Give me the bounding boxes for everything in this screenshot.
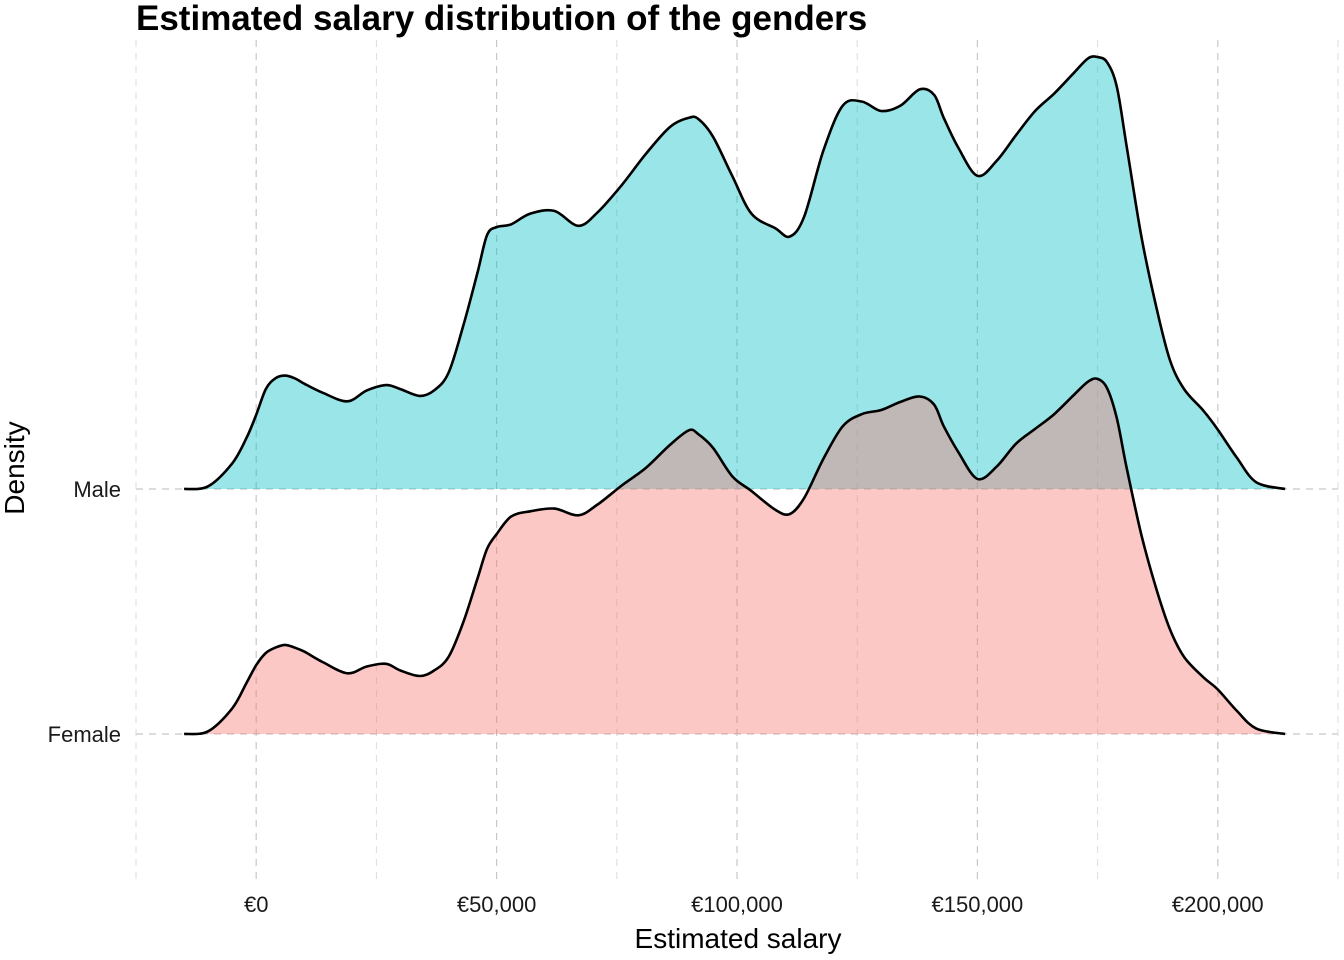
x-tick-label: €200,000 <box>1172 892 1264 917</box>
density-ridges <box>183 55 1286 736</box>
chart-title: Estimated salary distribution of the gen… <box>136 0 867 38</box>
y-tick-label: Female <box>48 722 121 747</box>
x-axis-tick-labels: €0 €50,000 €100,000 €150,000 €200,000 <box>244 892 1264 917</box>
x-tick-label: €150,000 <box>932 892 1024 917</box>
y-axis-title: Density <box>0 421 30 514</box>
x-tick-label: €0 <box>244 892 268 917</box>
density-line-female <box>183 377 1286 736</box>
density-area-female <box>184 378 1286 735</box>
x-tick-label: €50,000 <box>457 892 537 917</box>
gridlines <box>135 40 1339 880</box>
density-line-male <box>183 55 1286 491</box>
x-tick-label: €100,000 <box>691 892 783 917</box>
y-tick-label: Male <box>73 477 121 502</box>
y-axis-tick-labels: Female Male <box>48 477 121 747</box>
x-axis-title: Estimated salary <box>635 923 842 954</box>
density-area-male <box>184 56 1286 490</box>
